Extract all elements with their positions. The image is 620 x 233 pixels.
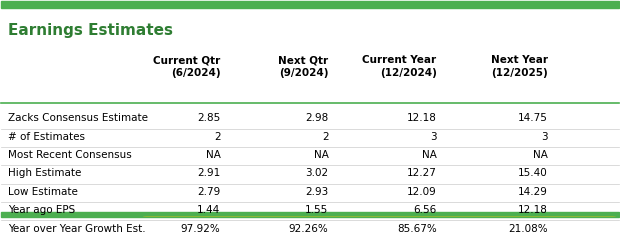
- Text: 2.91: 2.91: [197, 168, 221, 178]
- Text: 2.98: 2.98: [305, 113, 329, 123]
- Text: 97.92%: 97.92%: [181, 223, 221, 233]
- Bar: [1, 212, 619, 217]
- Text: 6.56: 6.56: [414, 205, 436, 215]
- Text: # of Estimates: # of Estimates: [7, 132, 84, 142]
- Text: 3.02: 3.02: [306, 168, 329, 178]
- Text: Year over Year Growth Est.: Year over Year Growth Est.: [7, 223, 145, 233]
- Text: Earnings Estimates: Earnings Estimates: [7, 23, 172, 38]
- Text: 1.44: 1.44: [197, 205, 221, 215]
- Text: 12.18: 12.18: [518, 205, 547, 215]
- Text: Current Year
(12/2024): Current Year (12/2024): [363, 55, 436, 78]
- Text: NA: NA: [314, 150, 329, 160]
- Text: 3: 3: [430, 132, 436, 142]
- Text: Low Estimate: Low Estimate: [7, 187, 78, 197]
- Text: 2.85: 2.85: [197, 113, 221, 123]
- Text: 2: 2: [214, 132, 221, 142]
- Text: 15.40: 15.40: [518, 168, 547, 178]
- Text: 14.75: 14.75: [518, 113, 547, 123]
- Text: 92.26%: 92.26%: [289, 223, 329, 233]
- Text: 2.79: 2.79: [197, 187, 221, 197]
- Bar: [1, 1, 619, 8]
- Text: 85.67%: 85.67%: [397, 223, 436, 233]
- Text: Next Qtr
(9/2024): Next Qtr (9/2024): [278, 55, 329, 78]
- Text: 12.27: 12.27: [407, 168, 436, 178]
- Text: Zacks Consensus Estimate: Zacks Consensus Estimate: [7, 113, 148, 123]
- Text: 12.09: 12.09: [407, 187, 436, 197]
- Text: Current Qtr
(6/2024): Current Qtr (6/2024): [153, 55, 221, 78]
- Text: 3: 3: [541, 132, 547, 142]
- Text: 1.55: 1.55: [305, 205, 329, 215]
- Text: 2.93: 2.93: [305, 187, 329, 197]
- Text: Most Recent Consensus: Most Recent Consensus: [7, 150, 131, 160]
- Text: NA: NA: [206, 150, 221, 160]
- FancyBboxPatch shape: [140, 218, 619, 233]
- Text: High Estimate: High Estimate: [7, 168, 81, 178]
- Text: 2: 2: [322, 132, 329, 142]
- Text: Year ago EPS: Year ago EPS: [7, 205, 75, 215]
- Text: NA: NA: [422, 150, 436, 160]
- Text: Next Year
(12/2025): Next Year (12/2025): [490, 55, 547, 78]
- Text: 12.18: 12.18: [407, 113, 436, 123]
- Text: 21.08%: 21.08%: [508, 223, 547, 233]
- Text: 14.29: 14.29: [518, 187, 547, 197]
- Text: NA: NA: [533, 150, 547, 160]
